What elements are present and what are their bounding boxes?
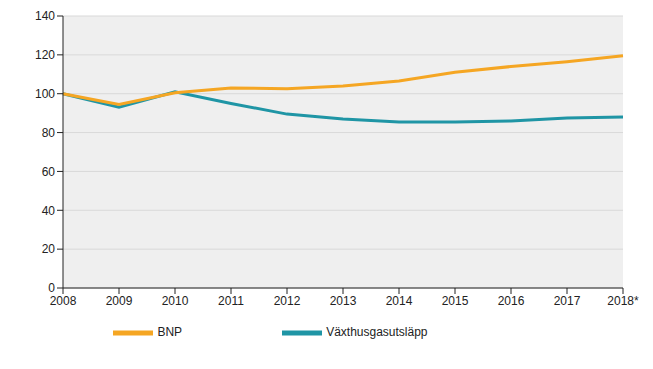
html-text:BNP: BNP bbox=[157, 325, 183, 340]
svg-text:2012: 2012 bbox=[274, 294, 301, 308]
svg-text:120: 120 bbox=[35, 48, 55, 62]
svg-text:2011: 2011 bbox=[218, 294, 244, 308]
svg-text:2008: 2008 bbox=[50, 294, 77, 308]
svg-text:2010: 2010 bbox=[162, 294, 189, 308]
svg-text:2009: 2009 bbox=[106, 294, 133, 308]
svg-text:140: 140 bbox=[35, 9, 55, 23]
svg-text:0: 0 bbox=[48, 281, 55, 295]
svg-text:20: 20 bbox=[42, 242, 56, 256]
svg-text:2015: 2015 bbox=[442, 294, 469, 308]
svg-text:2017: 2017 bbox=[554, 294, 581, 308]
svg-text:100: 100 bbox=[35, 87, 55, 101]
html-text:Växthusgasutsläpp: Växthusgasutsläpp bbox=[326, 325, 428, 340]
svg-text:2018*: 2018* bbox=[607, 294, 639, 308]
svg-text:2016: 2016 bbox=[498, 294, 525, 308]
svg-text:2014: 2014 bbox=[386, 294, 413, 308]
svg-text:40: 40 bbox=[42, 204, 56, 218]
svg-text:80: 80 bbox=[42, 126, 56, 140]
svg-text:2013: 2013 bbox=[330, 294, 357, 308]
svg-text:60: 60 bbox=[42, 165, 56, 179]
